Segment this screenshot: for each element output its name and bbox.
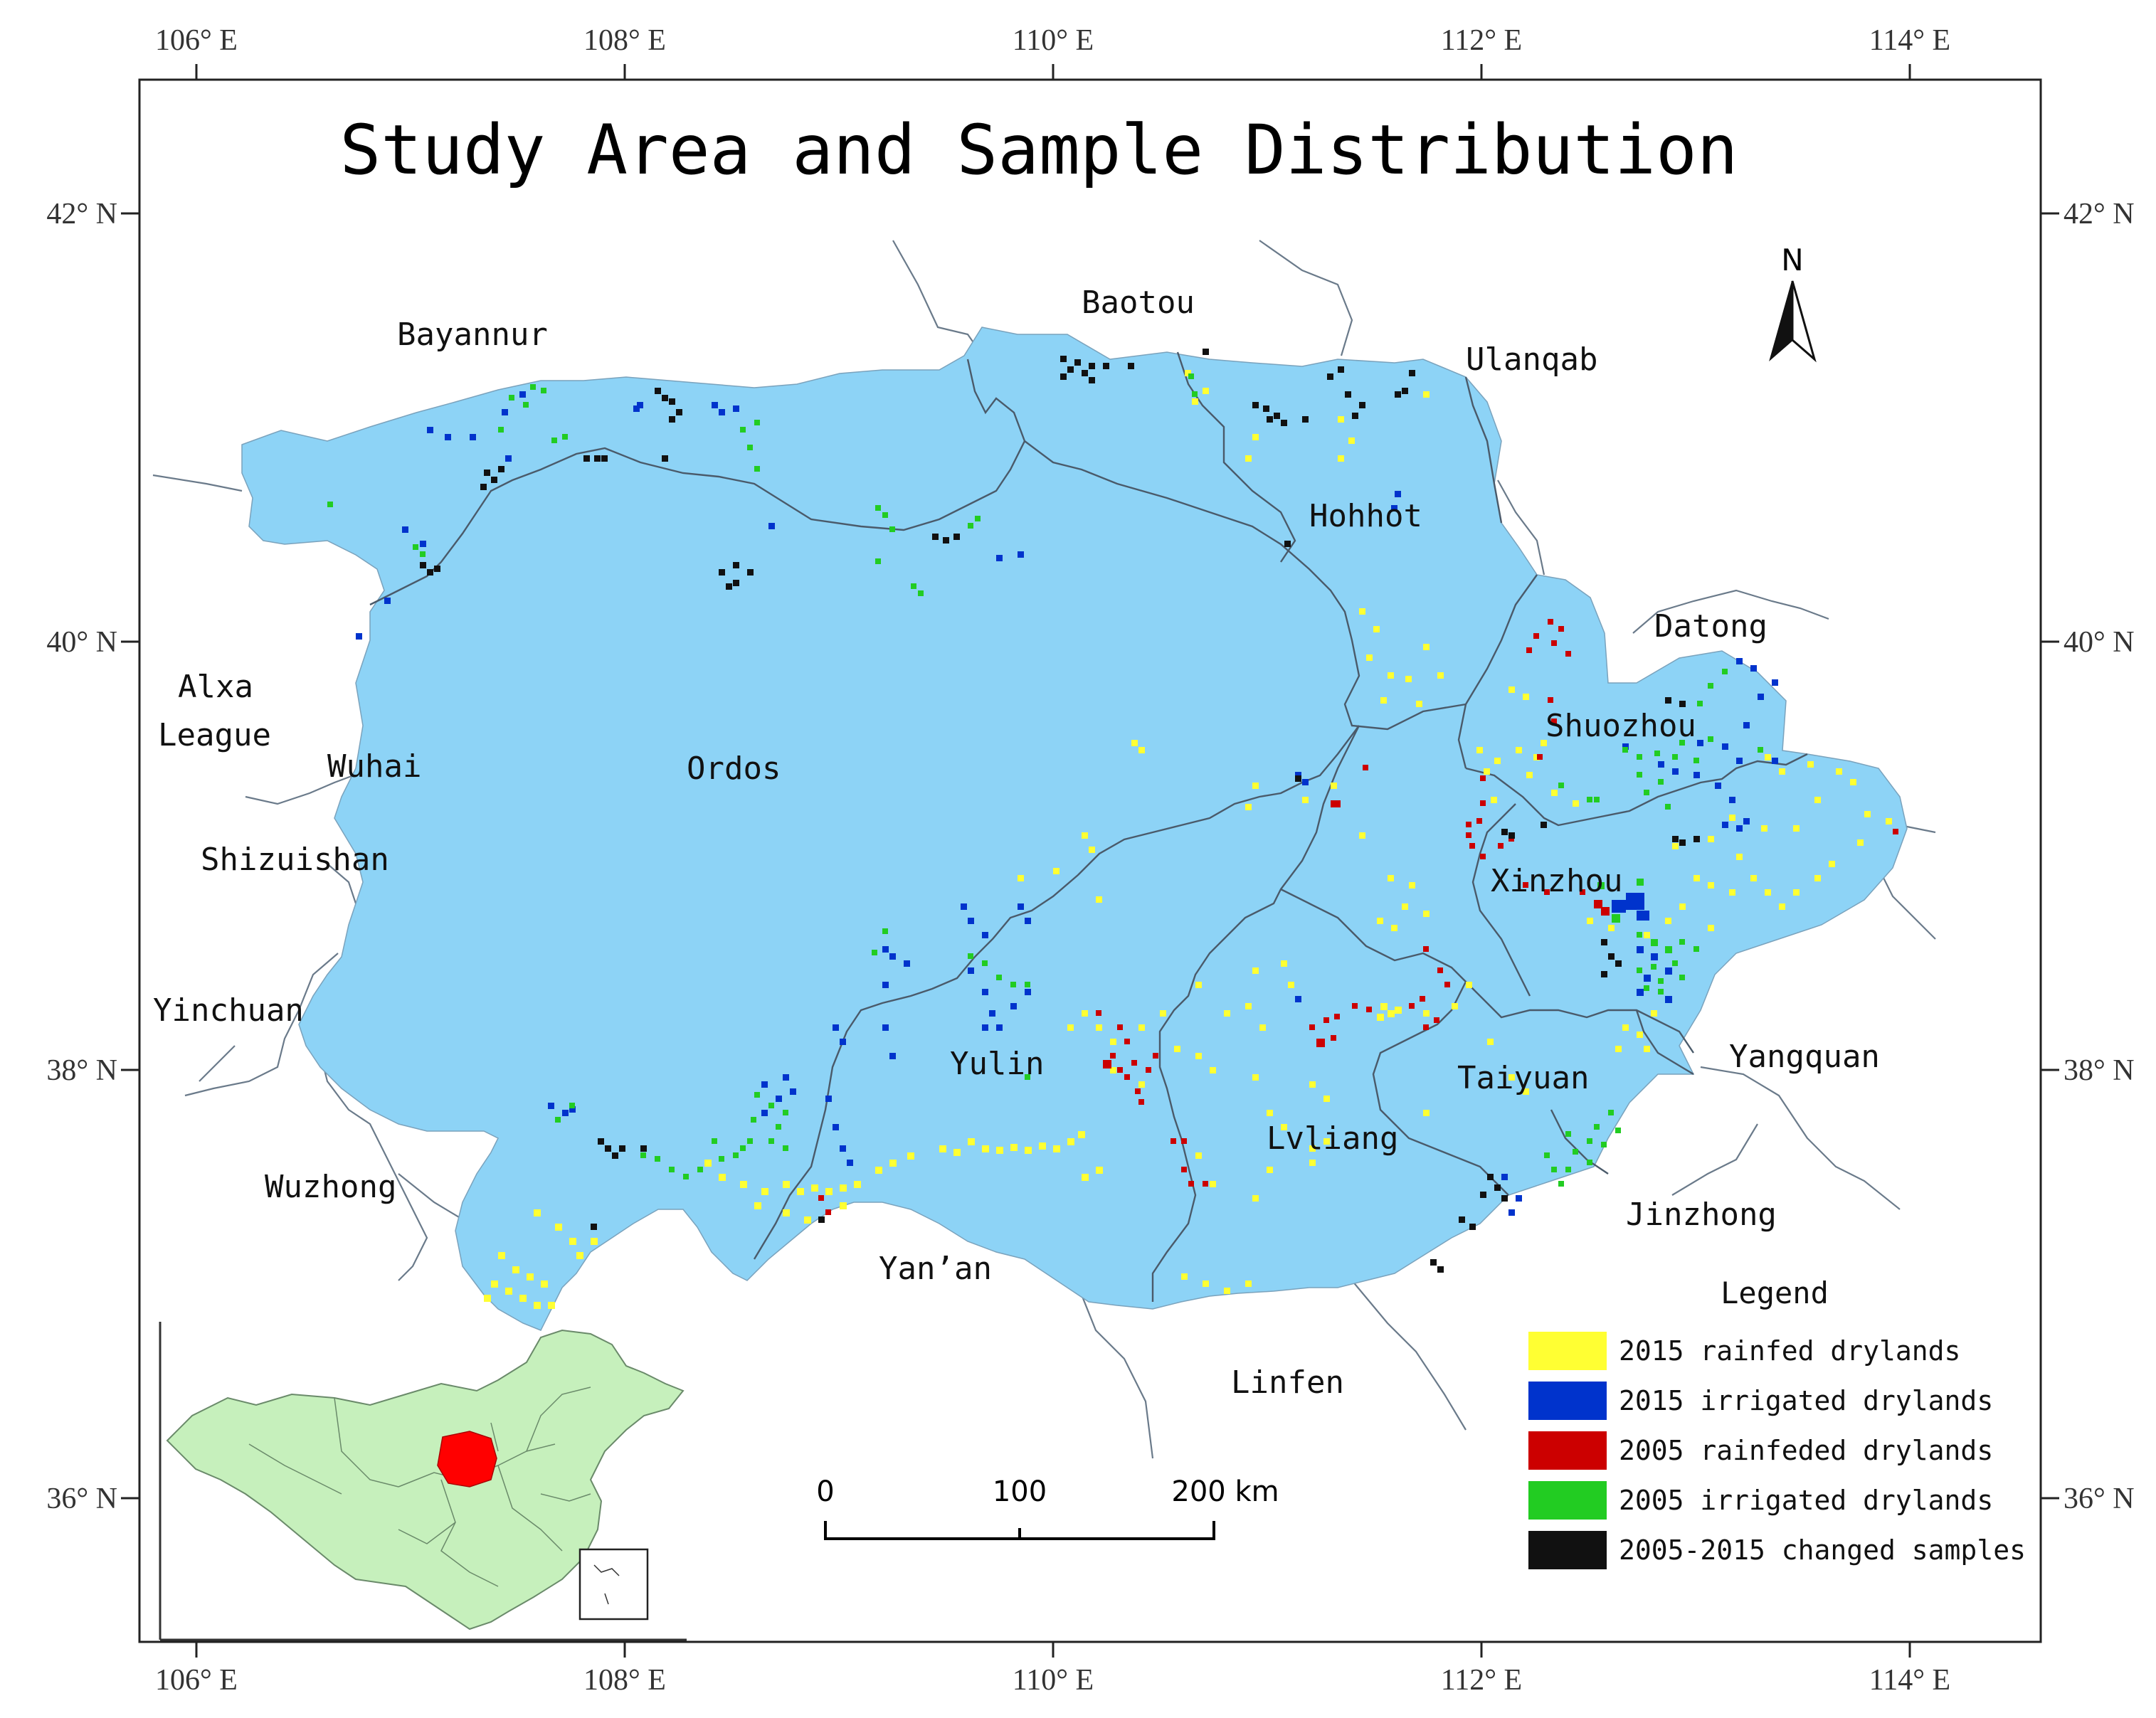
samples-irrigated-2005 — [327, 373, 1763, 1187]
top-lon-label: 110° E — [1013, 24, 1094, 57]
samples-rainfed-2005 — [818, 619, 1898, 1215]
right-lat-label: 40° N — [2063, 626, 2135, 659]
north-arrow: N — [1769, 243, 1817, 363]
city-label-yanan: Yan’an — [879, 1251, 992, 1287]
scale-label-100: 100 — [993, 1475, 1047, 1508]
left-lat-label: 36° N — [46, 1483, 117, 1515]
north-arrow-label: N — [1781, 243, 1803, 277]
legend-title: Legend — [1721, 1276, 1829, 1310]
right-lat-label: 42° N — [2063, 198, 2135, 230]
city-label-ordos: Ordos — [687, 751, 781, 787]
city-label-league: League — [158, 717, 271, 753]
inset-china-outline — [166, 1329, 685, 1630]
internal-boundaries — [369, 351, 1808, 1302]
legend-swatch-irrigated-2015 — [1528, 1382, 1607, 1420]
top-longitude-axis: 106° E 108° E 110° E 112° E 114° E — [155, 24, 1950, 80]
top-lon-label: 106° E — [155, 24, 238, 57]
city-label-bayannur: Bayannur — [397, 317, 548, 353]
legend-swatch-rainfed-2015 — [1528, 1332, 1607, 1370]
legend-item-label: 2005-2015 changed samples — [1619, 1534, 2026, 1566]
city-label-shizuishan: Shizuishan — [201, 842, 389, 878]
right-lat-label: 36° N — [2063, 1483, 2135, 1515]
city-label-yangquan: Yangquan — [1729, 1039, 1880, 1075]
legend-item-label: 2015 rainfed drylands — [1619, 1335, 1960, 1367]
city-label-wuhai: Wuhai — [327, 748, 421, 785]
top-lon-label: 114° E — [1869, 24, 1950, 57]
samples-rainfed-2015 — [484, 370, 1892, 1309]
left-lat-label: 40° N — [46, 626, 117, 659]
bottom-lon-label: 110° E — [1013, 1664, 1094, 1697]
top-lon-label: 108° E — [583, 24, 666, 57]
legend: Legend 2015 rainfed drylands 2015 irriga… — [1528, 1276, 2026, 1569]
left-latitude-axis: 42° N 40° N 38° N 36° N — [46, 198, 139, 1515]
city-label-taiyuan: Taiyuan — [1457, 1060, 1589, 1096]
left-lat-label: 38° N — [46, 1054, 117, 1087]
study-area-region — [241, 327, 1908, 1331]
bottom-lon-label: 114° E — [1869, 1664, 1950, 1697]
city-label-linfen: Linfen — [1231, 1364, 1344, 1401]
right-latitude-axis: 42° N 40° N 38° N 36° N — [2041, 198, 2135, 1515]
inset-study-area-highlight — [437, 1431, 497, 1488]
inset-south-china-sea-box — [578, 1548, 649, 1621]
left-lat-label: 42° N — [46, 198, 117, 230]
legend-item-label: 2005 rainfeded drylands — [1619, 1435, 1993, 1466]
legend-item-label: 2005 irrigated drylands — [1619, 1485, 1993, 1516]
legend-swatch-irrigated-2005 — [1528, 1481, 1607, 1520]
legend-swatch-changed — [1528, 1531, 1607, 1569]
bottom-lon-label: 106° E — [155, 1664, 238, 1697]
right-lat-label: 38° N — [2063, 1054, 2135, 1087]
city-label-yulin: Yulin — [950, 1046, 1044, 1082]
city-label-baotou: Baotou — [1082, 285, 1195, 321]
city-label-yinchuan: Yinchuan — [153, 992, 304, 1029]
city-label-shuozhou: Shuozhou — [1545, 708, 1696, 744]
scale-label-0: 0 — [816, 1475, 834, 1508]
city-label-alxa: Alxa — [178, 669, 253, 705]
samples-changed-2005-2015 — [420, 349, 1700, 1273]
city-labels: Bayannur Baotou Ulanqab Hohhot Datong Sh… — [153, 285, 1880, 1401]
city-label-xinzhou: Xinzhou — [1491, 863, 1622, 899]
city-label-lvliang: Lvliang — [1267, 1120, 1398, 1157]
inset-china-map — [159, 1322, 687, 1641]
bottom-longitude-axis: 106° E 108° E 110° E 112° E 114° E — [155, 1642, 1950, 1697]
bottom-lon-label: 112° E — [1441, 1664, 1522, 1697]
top-lon-label: 112° E — [1441, 24, 1522, 57]
scale-bar: 0 100 200 km — [816, 1475, 1279, 1540]
city-label-ulanqab: Ulanqab — [1466, 341, 1597, 378]
city-label-wuzhong: Wuzhong — [265, 1169, 396, 1205]
city-label-hohhot: Hohhot — [1309, 498, 1422, 534]
legend-swatch-rainfed-2005 — [1528, 1431, 1607, 1470]
city-label-datong: Datong — [1654, 608, 1767, 645]
bottom-lon-label: 108° E — [583, 1664, 666, 1697]
north-arrow-outline-icon — [1791, 280, 1817, 363]
samples-irrigated-2015 — [356, 391, 1778, 1216]
scale-label-200: 200 km — [1171, 1475, 1279, 1508]
legend-item-label: 2015 irrigated drylands — [1619, 1385, 1993, 1416]
map-title: Study Area and Sample Distribution — [339, 110, 1738, 190]
city-label-jinzhong: Jinzhong — [1626, 1197, 1777, 1233]
